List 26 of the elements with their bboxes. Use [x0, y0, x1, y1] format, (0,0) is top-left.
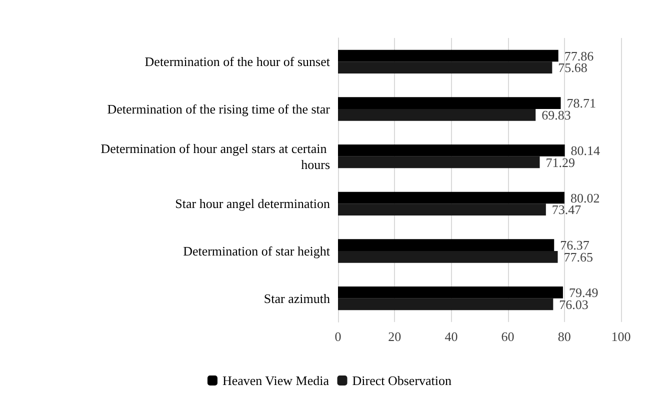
y-tick-label: Determination of the hour of sunset — [144, 54, 330, 70]
bar — [338, 62, 552, 74]
bar — [338, 109, 536, 121]
bar — [338, 239, 554, 251]
bar — [338, 144, 565, 156]
bar — [338, 50, 558, 62]
bar — [338, 156, 540, 168]
bar — [338, 298, 554, 310]
y-tick-label: Star hour angel determination — [175, 196, 330, 212]
x-tick-label: 0 — [334, 329, 342, 344]
y-tick-label: Determination of hour angel stars at certain hours — [100, 140, 330, 172]
x-tick-label: 60 — [501, 329, 514, 344]
x-tick-label: 20 — [388, 329, 402, 344]
y-tick-label: Determination of the rising time of the star — [107, 102, 331, 116]
legend-label: Direct Observation — [352, 373, 452, 388]
bar — [338, 97, 561, 109]
bar — [338, 251, 558, 263]
bar — [338, 204, 546, 216]
bar — [338, 192, 564, 204]
legend-label: Heaven View Media — [222, 373, 330, 388]
bar — [338, 286, 563, 298]
x-tick-label: 80 — [558, 329, 571, 344]
y-tick-label: Determination of star height — [183, 244, 330, 258]
x-tick-label: 40 — [444, 329, 458, 344]
x-tick-label: 100 — [611, 329, 631, 344]
y-tick-label: Star azimuth — [264, 290, 330, 306]
